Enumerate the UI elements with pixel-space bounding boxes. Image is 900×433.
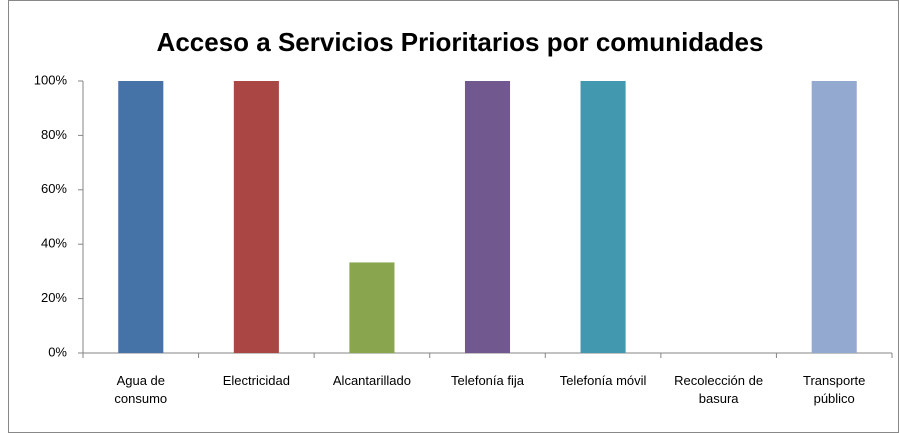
x-tick-label: Telefonía fija: [450, 373, 524, 388]
bar: [349, 262, 395, 353]
chart-title: Acceso a Servicios Prioritarios por comu…: [157, 27, 764, 57]
y-tick-label: 80%: [41, 127, 67, 142]
y-tick-label: 100%: [34, 72, 68, 87]
x-tick-label: Agua de consumo: [114, 373, 168, 406]
x-tick-label: Telefonía móvil: [559, 373, 647, 388]
bar: [811, 81, 857, 353]
bar: [233, 81, 279, 353]
x-tick-label: Electricidad: [222, 373, 290, 388]
y-tick-label: 20%: [41, 290, 67, 305]
x-tick-label: Transporte público: [803, 373, 866, 406]
bar: [118, 81, 164, 353]
x-tick-label: Recolección de basura: [674, 373, 764, 406]
y-tick-label: 40%: [41, 236, 67, 251]
x-tick-label: Alcantarillado: [332, 373, 411, 388]
bar: [464, 81, 511, 353]
bar: [580, 81, 626, 353]
y-tick-label: 60%: [41, 181, 67, 196]
y-tick-label: 0%: [48, 344, 67, 359]
